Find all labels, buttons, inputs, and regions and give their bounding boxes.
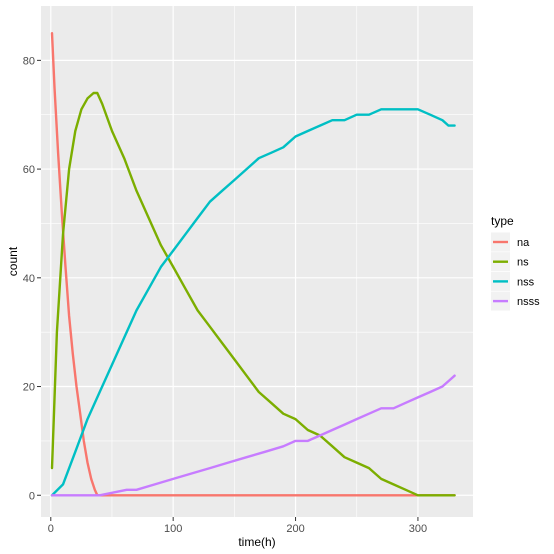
legend: type na ns nss nsss bbox=[491, 214, 540, 311]
x-tick-label: 300 bbox=[409, 523, 427, 535]
x-tick-label: 100 bbox=[164, 523, 182, 535]
plot-panel bbox=[41, 6, 473, 517]
y-tick-label: 0 bbox=[29, 490, 35, 502]
y-tick-label: 20 bbox=[23, 382, 35, 394]
series-line-nss bbox=[50, 108, 456, 497]
legend-label-ns: ns bbox=[517, 257, 529, 269]
y-axis-title: count bbox=[6, 246, 20, 276]
legend-title: type bbox=[491, 214, 514, 228]
x-axis-title: time(h) bbox=[238, 535, 275, 549]
y-axis: 0 20 40 60 80 bbox=[23, 55, 41, 502]
minor-gridlines bbox=[41, 6, 473, 517]
y-tick-label: 60 bbox=[23, 164, 35, 176]
y-tick-label: 80 bbox=[23, 55, 35, 67]
x-tick-label: 200 bbox=[286, 523, 304, 535]
series-line-nsss bbox=[50, 374, 456, 497]
x-tick-label: 0 bbox=[48, 523, 54, 535]
legend-label-nsss: nsss bbox=[517, 296, 540, 308]
series-line-na bbox=[50, 32, 456, 497]
major-gridlines bbox=[41, 6, 473, 517]
legend-label-nss: nss bbox=[517, 276, 535, 288]
x-axis: 0 100 200 300 bbox=[48, 517, 427, 535]
legend-label-na: na bbox=[517, 237, 530, 249]
y-tick-label: 40 bbox=[23, 273, 35, 285]
series-lines bbox=[50, 32, 456, 497]
series-line-ns bbox=[50, 91, 456, 497]
